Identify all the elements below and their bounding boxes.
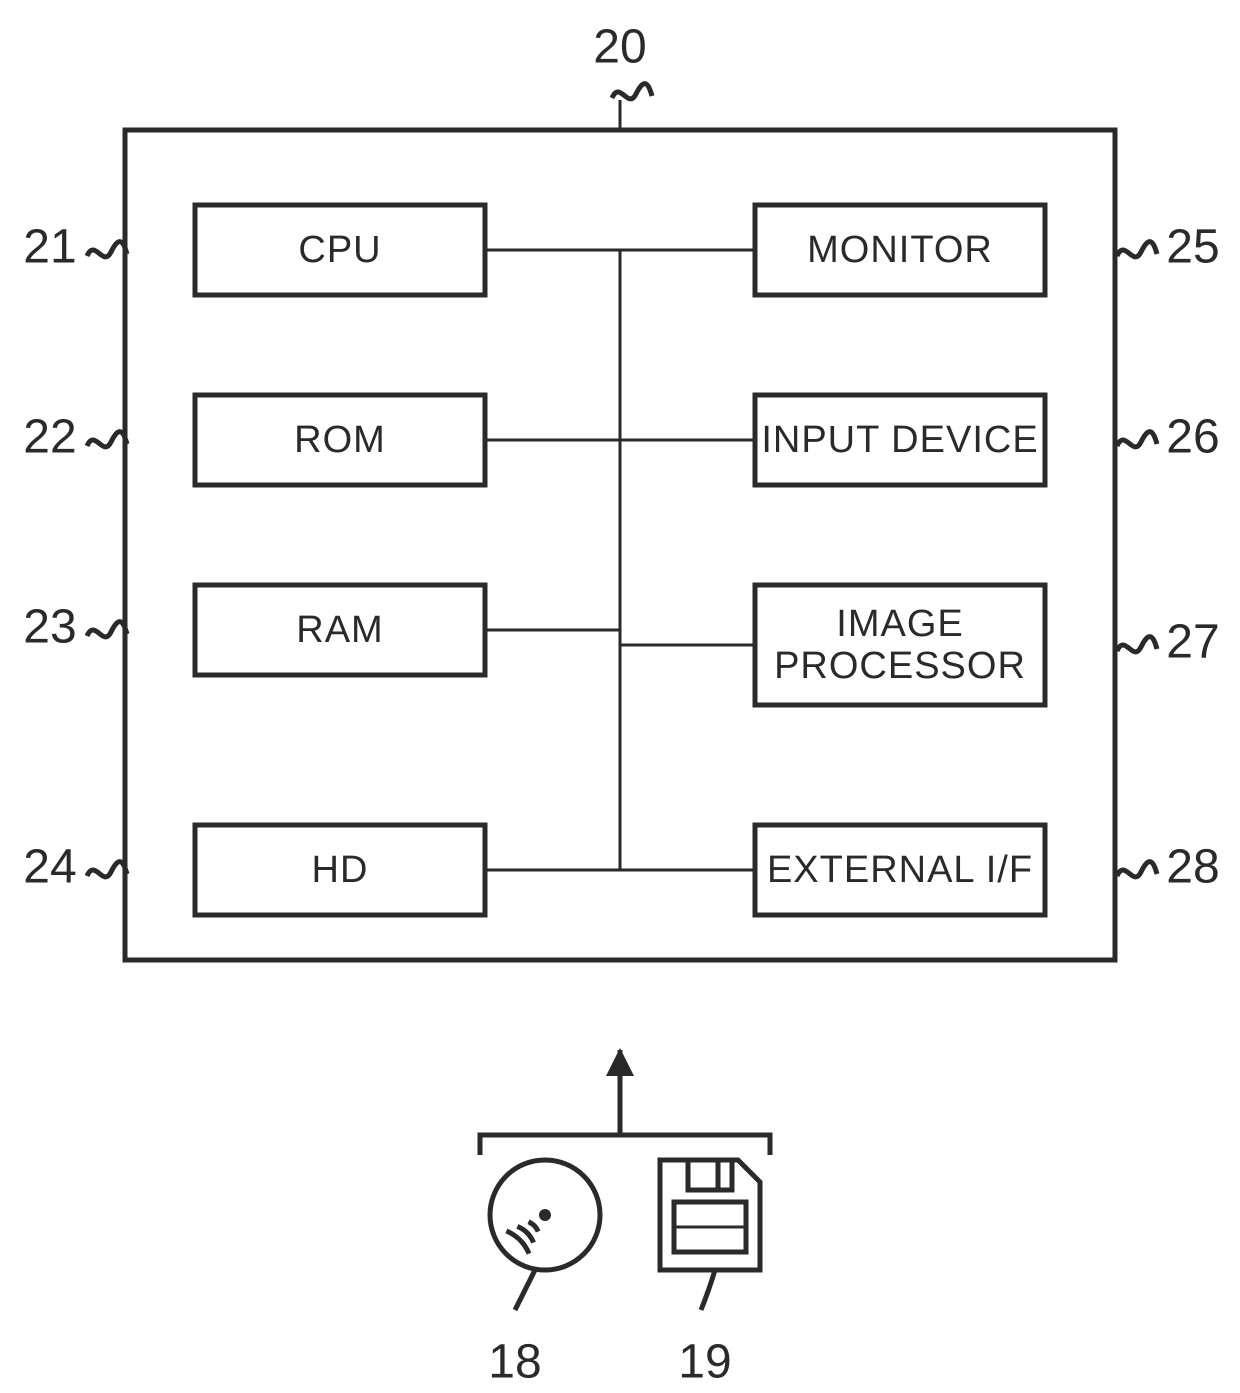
svg-text:20: 20 (593, 21, 646, 74)
svg-text:23: 23 (23, 601, 76, 654)
svg-text:26: 26 (1166, 411, 1219, 464)
svg-text:RAM: RAM (296, 609, 383, 651)
svg-text:28: 28 (1166, 841, 1219, 894)
block-input-device: INPUT DEVICE 26 (620, 395, 1220, 485)
svg-text:27: 27 (1166, 616, 1219, 669)
disc-icon: 18 (488, 1160, 600, 1389)
block-ram: RAM 23 (23, 585, 620, 675)
svg-text:CPU: CPU (298, 229, 381, 271)
svg-text:21: 21 (23, 221, 76, 274)
svg-text:19: 19 (678, 1336, 731, 1389)
svg-text:IMAGEPROCESSOR: IMAGEPROCESSOR (774, 603, 1026, 687)
block-monitor: MONITOR 25 (620, 205, 1220, 295)
media-group: 1819 (480, 1048, 770, 1389)
block-external-i/f: EXTERNAL I/F 28 (620, 825, 1220, 915)
svg-text:22: 22 (23, 411, 76, 464)
block-rom: ROM 22 (23, 395, 620, 485)
svg-text:25: 25 (1166, 221, 1219, 274)
svg-text:24: 24 (23, 841, 76, 894)
svg-text:EXTERNAL I/F: EXTERNAL I/F (767, 849, 1033, 891)
block-diagram: 20 CPU 21 ROM 22 RAM 23 HD 24 MONITOR 25 INPUT DEVI… (0, 0, 1240, 1393)
block-image-processor: IMAGEPROCESSOR 27 (620, 585, 1220, 705)
floppy-icon: 19 (660, 1160, 760, 1389)
svg-text:18: 18 (488, 1336, 541, 1389)
svg-text:ROM: ROM (294, 419, 386, 461)
block-hd: HD 24 (23, 825, 620, 915)
svg-text:INPUT DEVICE: INPUT DEVICE (761, 419, 1038, 461)
svg-text:MONITOR: MONITOR (807, 229, 993, 271)
block-cpu: CPU 21 (23, 205, 620, 295)
svg-text:HD: HD (312, 849, 369, 891)
